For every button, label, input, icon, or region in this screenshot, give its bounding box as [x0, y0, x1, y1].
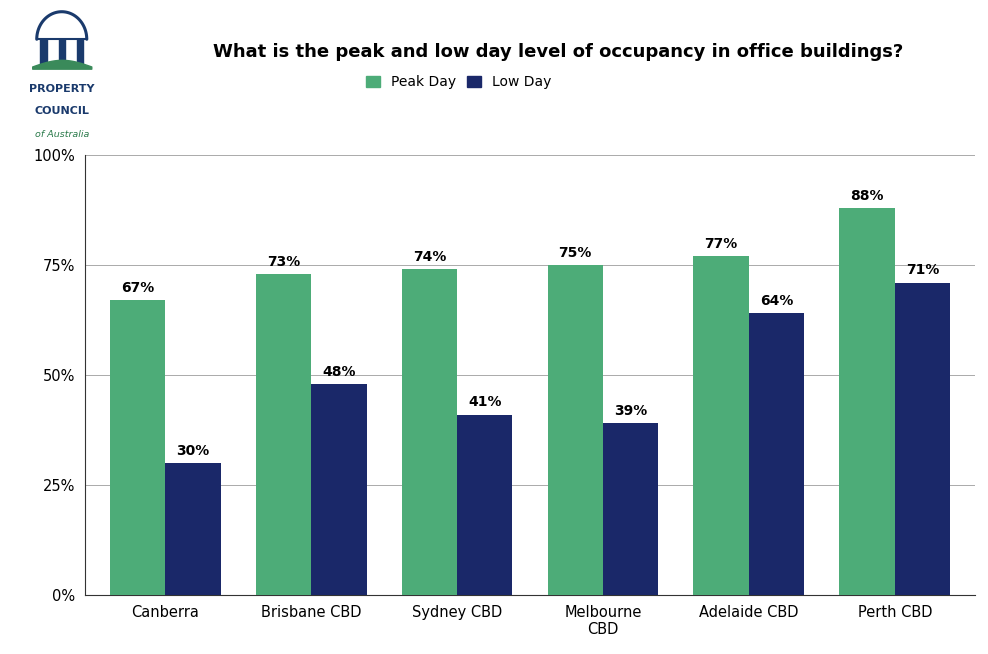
Bar	[749, 313, 804, 595]
Legend: Peak Day, Low Day: Peak Day, Low Day	[361, 69, 557, 95]
Bar	[165, 463, 220, 595]
Text: 39%: 39%	[615, 404, 647, 418]
Bar	[311, 384, 367, 595]
Bar	[401, 269, 457, 595]
Text: 71%: 71%	[906, 264, 940, 277]
Bar	[603, 423, 658, 595]
Bar	[77, 39, 83, 65]
Text: 30%: 30%	[176, 443, 209, 458]
Text: 88%: 88%	[851, 188, 884, 203]
Text: of Australia: of Australia	[35, 129, 89, 139]
Text: 48%: 48%	[322, 364, 356, 379]
Text: 74%: 74%	[413, 250, 446, 264]
Bar	[694, 256, 749, 595]
Bar	[895, 283, 950, 595]
Bar	[840, 208, 895, 595]
Bar	[547, 265, 603, 595]
Text: 77%: 77%	[704, 237, 738, 251]
Bar	[457, 415, 513, 595]
Text: 41%: 41%	[468, 395, 502, 409]
Text: 67%: 67%	[121, 281, 154, 295]
Text: COUNCIL: COUNCIL	[35, 106, 89, 116]
Bar	[110, 300, 165, 595]
Text: 73%: 73%	[267, 254, 300, 269]
Text: 75%: 75%	[558, 246, 592, 260]
Bar	[58, 39, 65, 65]
Bar	[256, 274, 311, 595]
Text: 64%: 64%	[760, 294, 793, 308]
Text: PROPERTY: PROPERTY	[29, 84, 95, 94]
Text: What is the peak and low day level of occupancy in office buildings?: What is the peak and low day level of oc…	[213, 43, 903, 61]
Bar	[41, 39, 46, 65]
